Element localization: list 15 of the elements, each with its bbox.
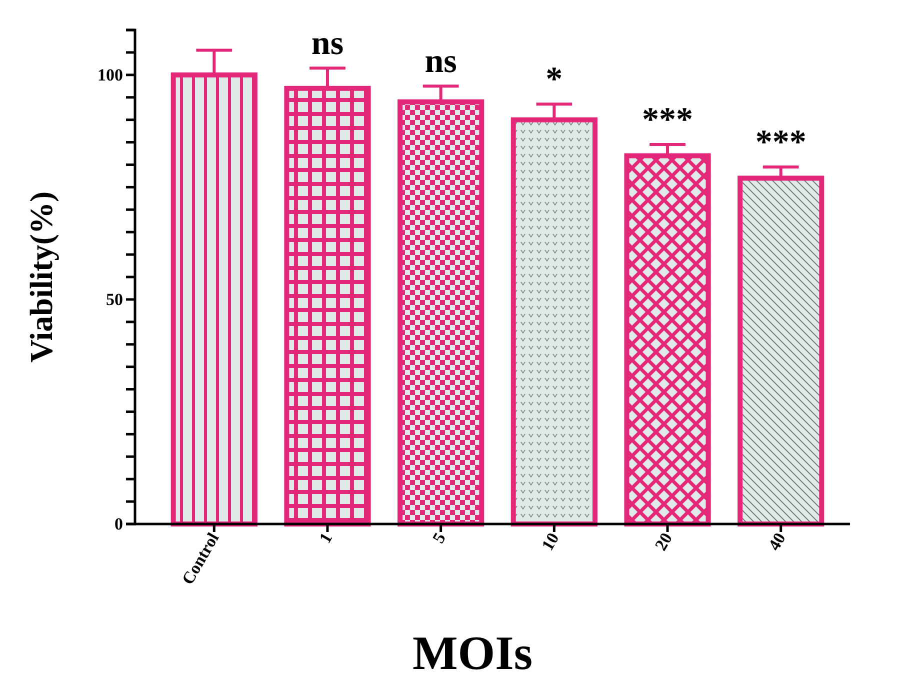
annotation: *** bbox=[755, 124, 806, 161]
x-tick-label: 40 bbox=[764, 529, 790, 554]
y-tick-label: 0 bbox=[114, 514, 123, 534]
x-axis-title: MOIs bbox=[412, 627, 532, 680]
x-tick-label: 20 bbox=[651, 529, 676, 554]
y-tick-label: 50 bbox=[106, 290, 123, 309]
annotation: *** bbox=[642, 102, 694, 139]
annotation: ns bbox=[424, 43, 457, 80]
annotation: * bbox=[546, 61, 563, 98]
x-tick-label: 10 bbox=[538, 529, 563, 554]
annotation: ns bbox=[311, 25, 344, 62]
x-tick-label: 5 bbox=[428, 529, 450, 546]
y-axis-title: Viability(%) bbox=[23, 191, 59, 363]
y-tick-label: 100 bbox=[98, 65, 123, 84]
x-tick-label: 1 bbox=[315, 529, 336, 546]
